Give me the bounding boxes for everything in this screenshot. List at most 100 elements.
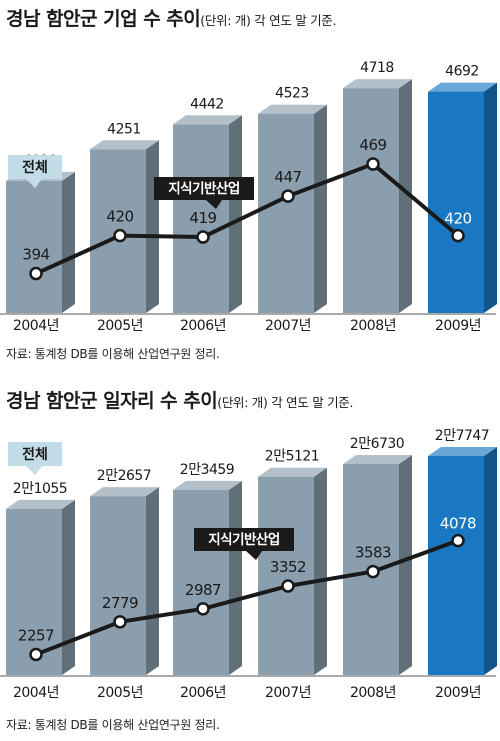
line-value-label: 3352 [270,558,306,576]
chart-title: 경남 함안군 기업 수 추이 [6,8,201,30]
chart-subtitle: (단위: 개) 각 연도 말 기준. [200,13,337,28]
bar [6,499,75,675]
bar-top [428,447,497,456]
line-point [196,602,210,616]
bar-side [229,115,242,313]
line-point [451,228,465,243]
bar-side [229,480,242,675]
bar-side [399,455,412,675]
line-value-label: 420 [444,210,471,228]
line-value-label: 394 [22,246,49,264]
legend-total-label: 전체 [22,159,48,176]
legend-line: 지식기반산업 [194,528,294,560]
bar-side [484,447,497,675]
bar [90,140,159,313]
chart-title: 경남 함안군 일자리 수 추이 [6,390,218,412]
bar-side [62,499,75,675]
bar-side [146,140,159,313]
chart-title-row: 경남 함안군 일자리 수 추이(단위: 개) 각 연도 말 기준. [6,386,353,413]
bar-side [314,104,327,313]
legend-total-pointer [26,466,42,475]
chart-panel-companies: 경남 함안군 기업 수 추이(단위: 개) 각 연도 말 기준. 4010425… [0,0,500,370]
bar-front [173,489,229,675]
legend-total-box [8,442,62,466]
line-value-label: 4078 [440,515,476,533]
bar-side [484,82,497,313]
bar-value-label: 2만7747 [435,428,489,444]
bar-top [258,467,327,477]
source-note: 자료: 통계청 DB를 이용해 산업연구원 정리. [6,718,220,732]
bar [343,455,412,675]
line-point [113,228,127,243]
line-value-label: 447 [274,168,301,186]
legend-total-label: 전체 [22,446,48,463]
bar-front [428,91,484,313]
line-series [35,162,460,276]
line-series [35,538,459,657]
bar-value-label: 4523 [275,86,309,102]
bar-side [62,171,75,313]
chart-title-row: 경남 함안군 기업 수 추이(단위: 개) 각 연도 말 기준. [6,4,336,31]
category-label: 2007년 [265,685,311,701]
bar [428,447,497,675]
bar-value-label: 4442 [190,96,224,112]
bar [428,82,497,313]
line-value-label: 2987 [185,581,221,599]
line-point [113,615,127,629]
bar [173,480,242,675]
bar-value-label: 2만5121 [265,449,319,465]
line-point [29,647,43,662]
bar [173,115,242,313]
legend-line-label: 지식기반산업 [208,531,280,548]
line-point [451,533,465,548]
category-label: 2009년 [435,318,481,334]
legend-total: 전체 [8,442,62,475]
bar [343,79,412,313]
bar-front [90,496,146,675]
legend-line-box [154,177,254,200]
line-value-label: 469 [359,136,386,154]
bar-value-label: 2만1055 [13,481,67,497]
line-value-label: 420 [106,208,133,226]
bar-front [6,180,62,313]
bar-front [343,88,399,313]
legend-line-pointer [206,200,222,209]
chart-panel-jobs: 경남 함안군 일자리 수 추이(단위: 개) 각 연도 말 기준. 2만1055… [0,382,500,741]
legend-line: 지식기반산업 [154,177,254,209]
line-value-label: 419 [189,209,216,227]
legend-line-pointer [246,551,262,560]
companies-chart: 4010425144424523471846922004년2005년2006년2… [0,60,497,334]
category-label: 2006년 [180,685,226,701]
line-point [366,564,380,579]
bar [258,104,327,313]
bar-top [90,487,159,497]
category-label: 2005년 [97,685,143,701]
line-value-label: 2257 [18,626,54,644]
line-point [281,189,295,203]
bar [258,467,327,675]
category-label: 2006년 [180,318,226,334]
legend-line-label: 지식기반산업 [168,180,240,197]
line-value-label: 2779 [102,594,138,612]
bar-value-label: 2만3459 [180,462,234,478]
category-label: 2007년 [265,318,311,334]
bar-value-label: 4692 [445,64,479,80]
bar-front [258,113,314,313]
chart-subtitle: (단위: 개) 각 연도 말 기준. [217,395,354,410]
bar-side [314,467,327,675]
bar-value-label: 2만6730 [350,436,404,452]
line-point [281,579,295,593]
bar-side [399,79,412,313]
bar-top [173,115,242,125]
line-value-label: 3583 [355,544,391,562]
bar-side [146,487,159,675]
bar [90,487,159,675]
bar-front [173,124,229,313]
legend-total-pointer [26,179,42,188]
bar-top [6,499,75,509]
bar-front [428,456,484,675]
bar-value-label: 4718 [360,60,394,76]
bar-value-label: 2만2657 [97,468,151,484]
bar-top [343,79,412,89]
bar-front [258,476,314,675]
